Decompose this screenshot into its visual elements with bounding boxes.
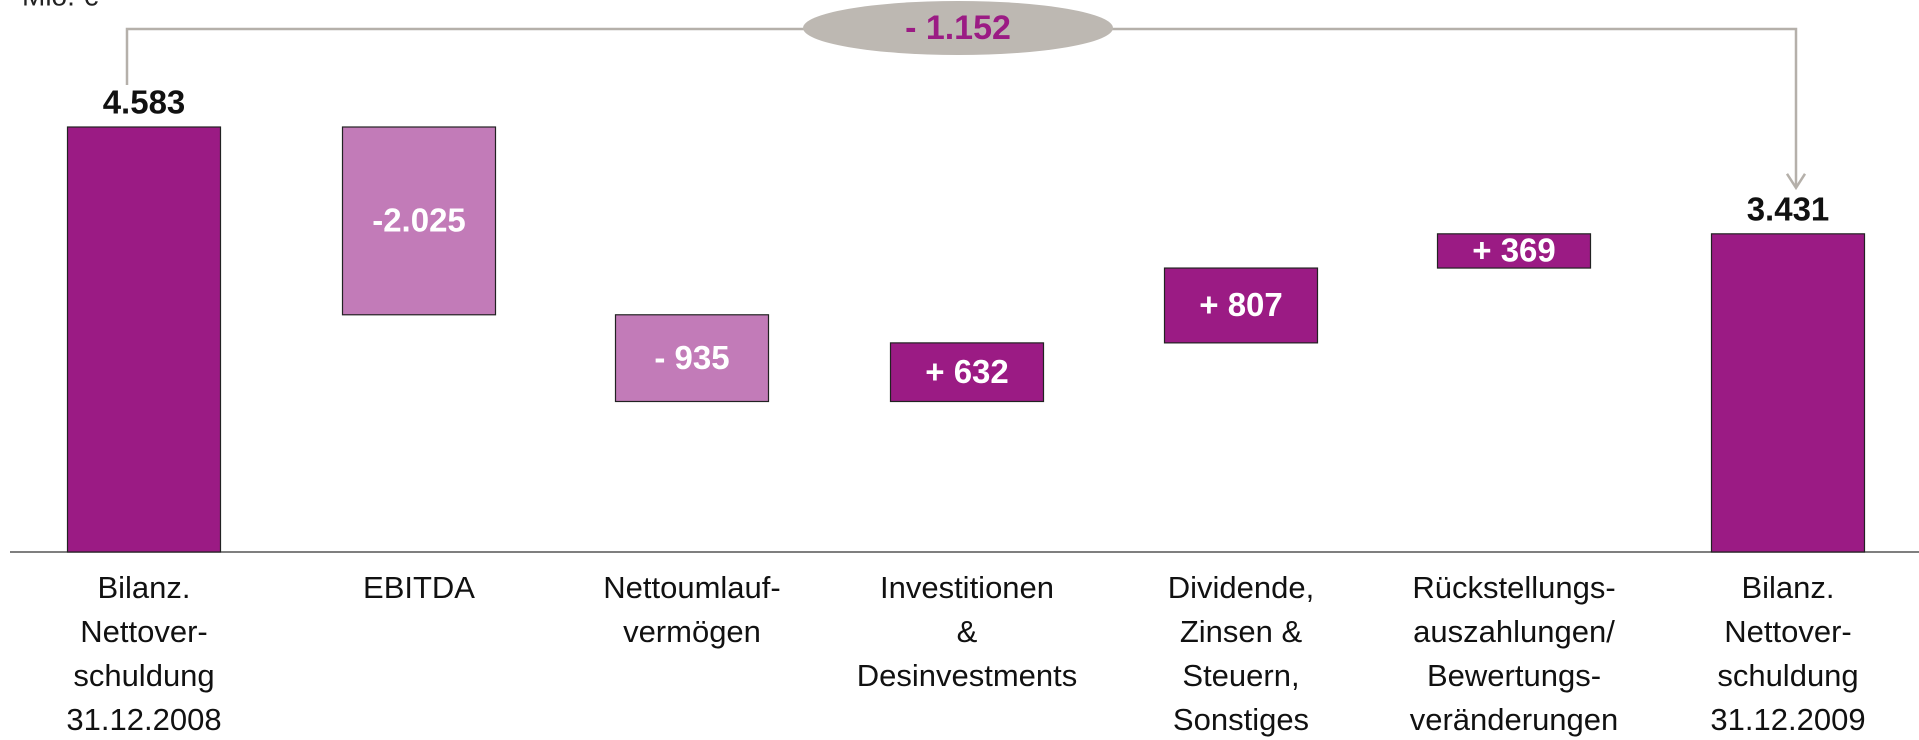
category-label: Investitionen & Desinvestments [856, 570, 1078, 693]
bar [1710, 233, 1866, 553]
bar [1163, 267, 1319, 344]
value-label: + 632 [925, 353, 1009, 390]
category-label: Dividende, Zinsen & Steuern, Sonstiges [1167, 570, 1315, 737]
category-label: Bilanz. Nettover- schuldung 31.12.2009 [1710, 570, 1866, 737]
annotation-ellipse [803, 1, 1113, 55]
value-label: + 807 [1199, 286, 1283, 323]
unit-label: Mio. € [22, 0, 99, 11]
arrow-head [1785, 173, 1807, 191]
category-label: Bilanz. Nettover- schuldung 31.12.2008 [66, 570, 222, 737]
bar [889, 342, 1045, 403]
value-label: 4.583 [103, 84, 186, 121]
value-label: - 935 [654, 339, 729, 376]
bar [66, 126, 222, 553]
category-label: Nettoumlauf- vermögen [603, 570, 781, 649]
bar [1436, 233, 1592, 269]
value-label: 3.431 [1747, 191, 1830, 228]
value-label: -2.025 [372, 202, 466, 239]
value-label: + 369 [1472, 232, 1556, 269]
bar [614, 314, 770, 403]
category-label: EBITDA [363, 570, 475, 605]
bar [341, 126, 497, 316]
category-label: Rückstellungs- auszahlungen/ Bewertungs-… [1409, 570, 1619, 737]
annotation-label: - 1.152 [905, 9, 1011, 47]
